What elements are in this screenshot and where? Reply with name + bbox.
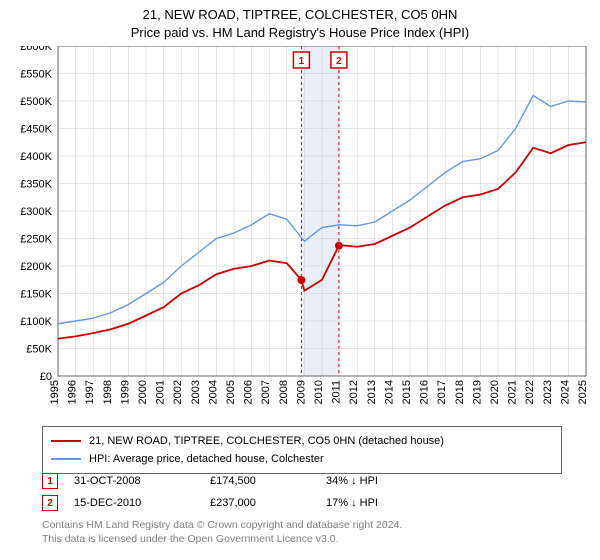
svg-text:2000: 2000: [137, 380, 149, 404]
svg-text:£150K: £150K: [20, 289, 52, 301]
svg-text:£450K: £450K: [20, 124, 52, 136]
event-price: £237,000: [210, 497, 310, 509]
event-date: 15-DEC-2010: [74, 497, 194, 509]
svg-text:2004: 2004: [207, 380, 219, 404]
title-line2: Price paid vs. HM Land Registry's House …: [0, 24, 600, 42]
svg-text:2008: 2008: [278, 380, 290, 404]
footer-line2: This data is licensed under the Open Gov…: [42, 532, 562, 546]
svg-text:£100K: £100K: [20, 316, 52, 328]
svg-text:2015: 2015: [401, 380, 413, 404]
svg-text:1998: 1998: [102, 380, 114, 404]
svg-text:2: 2: [336, 56, 342, 67]
svg-text:£250K: £250K: [20, 234, 52, 246]
svg-text:£350K: £350K: [20, 179, 52, 191]
event-row: 1 31-OCT-2008 £174,500 34% ↓ HPI: [42, 470, 562, 492]
svg-text:£500K: £500K: [20, 96, 52, 108]
event-date: 31-OCT-2008: [74, 475, 194, 487]
event-num: 1: [47, 476, 53, 487]
svg-text:2006: 2006: [243, 380, 255, 404]
svg-text:2002: 2002: [172, 380, 184, 404]
svg-text:2016: 2016: [419, 380, 431, 404]
svg-text:£600K: £600K: [20, 46, 52, 53]
svg-text:£200K: £200K: [20, 261, 52, 273]
svg-text:2023: 2023: [542, 380, 554, 404]
event-marker-icon: 1: [42, 473, 58, 489]
chart: £0£50K£100K£150K£200K£250K£300K£350K£400…: [0, 46, 600, 416]
legend-swatch: [51, 458, 81, 460]
svg-text:1: 1: [299, 56, 305, 67]
legend-label: HPI: Average price, detached house, Colc…: [89, 453, 324, 465]
footer: Contains HM Land Registry data © Crown c…: [42, 518, 562, 546]
event-num: 2: [47, 498, 53, 509]
event-hpi: 17% ↓ HPI: [326, 497, 446, 509]
svg-text:£300K: £300K: [20, 206, 52, 218]
legend-row: HPI: Average price, detached house, Colc…: [51, 450, 553, 468]
svg-text:2025: 2025: [577, 380, 589, 404]
svg-text:£550K: £550K: [20, 69, 52, 81]
svg-text:1996: 1996: [67, 380, 79, 404]
root: 21, NEW ROAD, TIPTREE, COLCHESTER, CO5 0…: [0, 0, 600, 560]
svg-text:2017: 2017: [436, 380, 448, 404]
legend-swatch: [51, 440, 81, 442]
svg-text:1999: 1999: [119, 380, 131, 404]
svg-text:2011: 2011: [331, 380, 343, 404]
footer-line1: Contains HM Land Registry data © Crown c…: [42, 518, 562, 532]
svg-text:2001: 2001: [155, 380, 167, 404]
svg-text:2007: 2007: [260, 380, 272, 404]
svg-text:2022: 2022: [524, 380, 536, 404]
svg-text:2019: 2019: [471, 380, 483, 404]
svg-text:2021: 2021: [507, 380, 519, 404]
svg-text:2009: 2009: [295, 380, 307, 404]
svg-text:2020: 2020: [489, 380, 501, 404]
chart-svg: £0£50K£100K£150K£200K£250K£300K£350K£400…: [0, 46, 600, 416]
legend-row: 21, NEW ROAD, TIPTREE, COLCHESTER, CO5 0…: [51, 432, 553, 450]
title-line1: 21, NEW ROAD, TIPTREE, COLCHESTER, CO5 0…: [0, 6, 600, 24]
svg-text:£50K: £50K: [26, 344, 52, 356]
title: 21, NEW ROAD, TIPTREE, COLCHESTER, CO5 0…: [0, 0, 600, 42]
svg-text:2012: 2012: [348, 380, 360, 404]
svg-text:2003: 2003: [190, 380, 202, 404]
event-price: £174,500: [210, 475, 310, 487]
svg-text:2024: 2024: [559, 380, 571, 404]
svg-text:1995: 1995: [49, 380, 61, 404]
svg-text:1997: 1997: [84, 380, 96, 404]
event-hpi: 34% ↓ HPI: [326, 475, 446, 487]
svg-text:2013: 2013: [366, 380, 378, 404]
legend: 21, NEW ROAD, TIPTREE, COLCHESTER, CO5 0…: [42, 426, 562, 474]
svg-text:£400K: £400K: [20, 151, 52, 163]
legend-label: 21, NEW ROAD, TIPTREE, COLCHESTER, CO5 0…: [89, 435, 444, 447]
svg-text:2005: 2005: [225, 380, 237, 404]
svg-text:2014: 2014: [383, 380, 395, 404]
event-marker-icon: 2: [42, 495, 58, 511]
events-table: 1 31-OCT-2008 £174,500 34% ↓ HPI 2 15-DE…: [42, 470, 562, 514]
svg-text:2010: 2010: [313, 380, 325, 404]
event-row: 2 15-DEC-2010 £237,000 17% ↓ HPI: [42, 492, 562, 514]
svg-text:2018: 2018: [454, 380, 466, 404]
